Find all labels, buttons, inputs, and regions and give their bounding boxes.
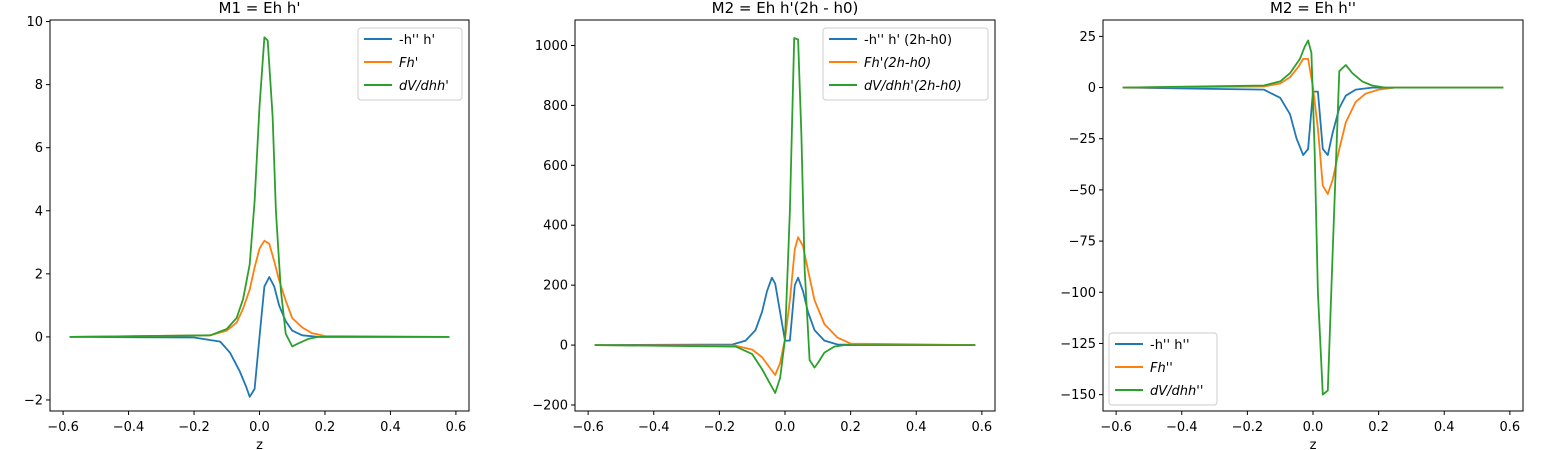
y-tick-label: 600 [543, 159, 568, 174]
series-lines [69, 36, 450, 398]
legend: -h'' h' Fh' dV/dhh' [357, 27, 463, 101]
ticks: −0.6 −0.4 −0.2 0.0 0.2 0.4 0.6 −200 0 200 400 600 80… [532, 39, 992, 435]
y-tick-label: 400 [543, 219, 568, 234]
x-tick-label: −0.4 [113, 420, 145, 435]
legend-label-series-2: Fh'' [1150, 361, 1173, 376]
y-tick-label: 25 [1079, 30, 1096, 45]
series-lines [1122, 39, 1504, 396]
legend-label-series-3: dV/dhh'' [1150, 384, 1203, 399]
x-tick-label: −0.4 [1166, 420, 1198, 435]
x-axis-label: z [256, 438, 263, 450]
subplot-m2-2h: M2 = Eh h'(2h - h0) −0.6 −0.4 −0.2 0.0 0.2 0.… [532, 0, 996, 435]
x-tick-label: 0.4 [1434, 420, 1455, 435]
legend: -h'' h'' Fh'' dV/dhh'' [1108, 332, 1218, 406]
series-line-2 [69, 239, 450, 338]
y-tick-label: −50 [1069, 183, 1096, 198]
y-tick-label: −100 [1060, 286, 1096, 301]
subplot-m2-hpp: M2 = Eh h'' z −0.6 −0.4 −0.2 0.0 0.2 0.4 0.6 −1… [1060, 0, 1524, 450]
legend-label-series-3: dV/dhh'(2h-h0) [864, 79, 962, 94]
x-tick-label: 0.2 [1368, 420, 1389, 435]
x-tick-label: 0.2 [315, 420, 336, 435]
chart-title: M1 = Eh h' [219, 0, 301, 17]
legend-label-series-1: -h'' h'' [1150, 338, 1190, 353]
series-line-2 [594, 236, 976, 376]
y-tick-label: 4 [35, 204, 43, 219]
x-tick-label: 0.4 [380, 420, 401, 435]
x-tick-label: 0.6 [972, 420, 993, 435]
y-tick-label: −200 [532, 399, 568, 414]
legend-label-series-2: Fh' [399, 56, 418, 71]
x-tick-label: 0.2 [840, 420, 861, 435]
x-tick-label: −0.6 [572, 420, 604, 435]
y-tick-label: −2 [24, 393, 43, 408]
ticks: −0.6 −0.4 −0.2 0.0 0.2 0.4 0.6 −150 −125 −100 −75 −… [1060, 30, 1520, 435]
x-tick-label: 0.6 [446, 420, 467, 435]
x-tick-label: 0.0 [775, 420, 796, 435]
y-tick-label: 800 [543, 99, 568, 114]
subplot-m1: M1 = Eh h' z −0.6 −0.4 −0.2 0.0 0.2 0.4 0.6 −2 0… [24, 0, 470, 450]
y-tick-label: −25 [1069, 132, 1096, 147]
y-tick-label: 10 [26, 15, 43, 30]
y-tick-label: 0 [1088, 81, 1096, 96]
legend-label-series-3: dV/dhh' [399, 79, 449, 94]
ticks: −0.6 −0.4 −0.2 0.0 0.2 0.4 0.6 −2 0 2 4 6 8 10 [24, 15, 466, 435]
x-tick-label: −0.2 [704, 420, 736, 435]
x-axis-label: z [1310, 438, 1317, 450]
chart-title: M2 = Eh h'' [1270, 0, 1356, 17]
series-lines [594, 37, 976, 394]
y-tick-label: −150 [1060, 388, 1096, 403]
series-line-2 [1122, 58, 1504, 195]
legend-label-series-1: -h'' h' [399, 33, 435, 48]
legend: -h'' h' (2h-h0) Fh'(2h-h0) dV/dhh'(2h-h0… [822, 27, 989, 101]
y-tick-label: −75 [1069, 235, 1096, 250]
chart-title: M2 = Eh h'(2h - h0) [712, 0, 859, 17]
y-tick-label: 6 [35, 141, 43, 156]
x-tick-label: 0.0 [1303, 420, 1324, 435]
x-tick-label: −0.2 [1232, 420, 1264, 435]
y-tick-label: 2 [35, 267, 43, 282]
legend-box [357, 27, 463, 101]
y-tick-label: −125 [1060, 337, 1096, 352]
y-tick-label: 0 [560, 339, 568, 354]
series-line-1 [69, 276, 450, 398]
series-line-3 [594, 37, 976, 394]
series-line-3 [69, 36, 450, 348]
series-line-3 [1122, 39, 1504, 396]
x-tick-label: −0.4 [638, 420, 670, 435]
x-tick-label: 0.0 [249, 420, 270, 435]
y-tick-label: 8 [35, 78, 43, 93]
y-tick-label: 200 [543, 279, 568, 294]
legend-box [822, 27, 989, 101]
legend-label-series-2: Fh'(2h-h0) [864, 56, 931, 71]
x-tick-label: 0.4 [906, 420, 927, 435]
legend-label-series-1: -h'' h' (2h-h0) [864, 33, 952, 48]
x-tick-label: 0.6 [1500, 420, 1521, 435]
y-tick-label: 1000 [535, 39, 568, 54]
x-tick-label: −0.6 [1100, 420, 1132, 435]
series-line-1 [1122, 86, 1504, 157]
legend-box [1108, 332, 1218, 406]
x-tick-label: −0.2 [178, 420, 210, 435]
x-tick-label: −0.6 [47, 420, 79, 435]
y-tick-label: 0 [35, 330, 43, 345]
